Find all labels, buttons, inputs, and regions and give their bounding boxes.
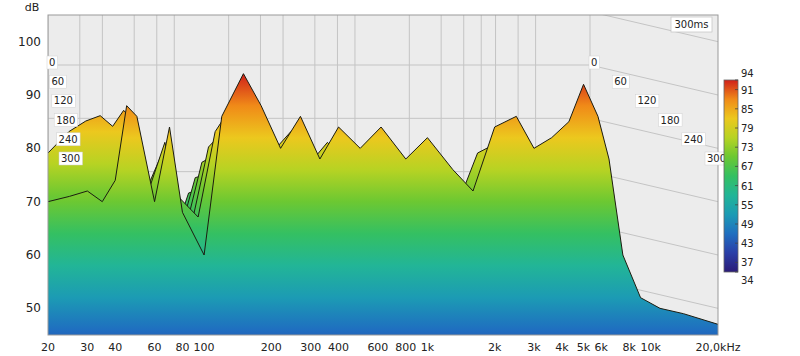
time-label-box bbox=[682, 133, 706, 146]
colorbar-tick-label: 49 bbox=[741, 219, 754, 230]
time-tick-label-right: 180 bbox=[661, 115, 680, 126]
x-tick-label: 800 bbox=[395, 341, 416, 354]
colorbar-tick bbox=[735, 80, 738, 81]
time-tick-label-right: 120 bbox=[637, 95, 656, 106]
colorbar-tick bbox=[735, 243, 738, 244]
y-tick-label: 80 bbox=[26, 141, 41, 155]
colorbar-tick bbox=[735, 262, 738, 263]
time-label-box bbox=[54, 114, 77, 127]
x-tick-label: 5k bbox=[577, 341, 591, 354]
time-label-box bbox=[612, 75, 629, 88]
colorbar-tick bbox=[735, 108, 738, 109]
time-label-box bbox=[659, 114, 683, 127]
colorbar-tick-label: 37 bbox=[741, 257, 754, 268]
time-tick-label-left: 240 bbox=[59, 134, 78, 145]
x-tick-label: 60 bbox=[148, 341, 162, 354]
y-axis-label: dB bbox=[25, 1, 40, 14]
x-tick-label: 40 bbox=[108, 341, 122, 354]
x-tick-label: 600 bbox=[367, 341, 388, 354]
colorbar-tick-label: 43 bbox=[741, 238, 754, 249]
colorbar-tick-label: 67 bbox=[741, 161, 754, 172]
colorbar-tick bbox=[735, 89, 738, 90]
y-tick-label: 70 bbox=[26, 195, 41, 209]
time-label-box bbox=[635, 94, 659, 107]
x-tick-label: 20 bbox=[41, 341, 55, 354]
time-tick-label-right: 240 bbox=[684, 134, 703, 145]
time-tick-label-right: 300 bbox=[707, 153, 726, 164]
x-tick-label: 10k bbox=[641, 341, 662, 354]
colorbar-tick-label: 55 bbox=[741, 200, 754, 211]
time-tick-label-left: 0 bbox=[49, 57, 55, 68]
y-tick-label: 90 bbox=[26, 88, 41, 102]
colorbar-tick bbox=[735, 147, 738, 148]
x-tick-label: 2k bbox=[488, 341, 502, 354]
y-tick-label: 50 bbox=[26, 301, 41, 315]
time-label-box bbox=[47, 56, 58, 69]
y-tick-label: 60 bbox=[26, 248, 41, 262]
x-tick-label: 6k bbox=[595, 341, 609, 354]
time-label-box bbox=[57, 133, 81, 146]
plot-frame bbox=[48, 15, 718, 335]
colorbar-tick bbox=[735, 185, 738, 186]
time-tick-label-left: 60 bbox=[51, 76, 64, 87]
x-tick-label: 100 bbox=[194, 341, 215, 354]
time-tick-label-right: 0 bbox=[591, 57, 597, 68]
colorbar-tick bbox=[735, 272, 738, 273]
colorbar-tick-label: 85 bbox=[741, 104, 754, 115]
time-label-box bbox=[52, 94, 76, 107]
colorbar-tick-label: 79 bbox=[741, 123, 754, 134]
x-tick-label: 300 bbox=[300, 341, 321, 354]
colorbar-tick bbox=[735, 128, 738, 129]
x-tick-label: 30 bbox=[80, 341, 94, 354]
time-tick-label-left: 120 bbox=[54, 95, 73, 106]
y-grid-line bbox=[48, 15, 718, 42]
x-tick-label: 8k bbox=[622, 341, 636, 354]
colorbar-tick-label: 34 bbox=[741, 275, 754, 286]
time-label-box bbox=[59, 152, 83, 165]
slice-line bbox=[48, 74, 718, 325]
colorbar-tick bbox=[735, 224, 738, 225]
x-tick-label: 80 bbox=[175, 341, 189, 354]
colorbar-tick bbox=[735, 204, 738, 205]
y-grid-line bbox=[48, 65, 718, 95]
colorbar-tick-label: 61 bbox=[741, 181, 754, 192]
slice-fill bbox=[48, 74, 718, 335]
colorbar-tick-label: 91 bbox=[741, 85, 754, 96]
colorbar-tick-label: 73 bbox=[741, 142, 754, 153]
chart: dB50607080901002030406080100200300400600… bbox=[0, 0, 800, 356]
colorbar-tick-label: 94 bbox=[741, 68, 754, 79]
x-tick-label: 400 bbox=[328, 341, 349, 354]
time-tick-label-right: 60 bbox=[614, 76, 627, 87]
x-tick-label: 4k bbox=[555, 341, 569, 354]
time-label-box bbox=[49, 75, 66, 88]
x-tick-label: 3k bbox=[527, 341, 541, 354]
slices bbox=[48, 74, 718, 335]
colorbar-tick bbox=[735, 166, 738, 167]
colorbar bbox=[724, 80, 738, 272]
x-tick-label: 1k bbox=[421, 341, 435, 354]
time-label-box bbox=[589, 56, 600, 69]
x-tick-label: 200 bbox=[261, 341, 282, 354]
x-tick-label: 20,0kHz bbox=[696, 341, 741, 354]
time-tick-label-left: 300 bbox=[61, 153, 80, 164]
chart-root: dB50607080901002030406080100200300400600… bbox=[0, 0, 800, 356]
time-range-label: 300ms bbox=[674, 19, 708, 30]
time-range-box bbox=[671, 17, 712, 32]
time-tick-label-left: 180 bbox=[56, 115, 75, 126]
y-tick-label: 100 bbox=[18, 35, 41, 49]
